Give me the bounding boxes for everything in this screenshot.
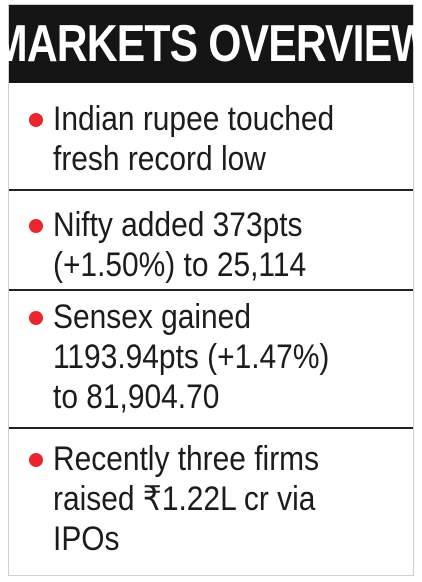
bullet-text: Nifty added 373pts (+1.50%) to 25,114 <box>53 206 307 284</box>
bullet-text: Recently three firms raised ₹1.22L cr vi… <box>53 440 320 558</box>
bullet-list: Indian rupee touched fresh record low Ni… <box>9 91 413 569</box>
header-bar: MARKETS OVERVIEW <box>0 5 422 83</box>
bullet-text: Sensex gained 1193.94pts (+1.47%) to 81,… <box>53 298 330 416</box>
red-bullet-icon <box>29 311 43 325</box>
red-bullet-icon <box>29 219 43 233</box>
bullet-item-nifty: Nifty added 373pts (+1.50%) to 25,114 <box>9 191 413 291</box>
markets-overview-card: MARKETS OVERVIEW Indian rupee touched fr… <box>0 4 422 576</box>
bullet-text: Indian rupee touched fresh record low <box>53 100 335 178</box>
bullet-item-rupee: Indian rupee touched fresh record low <box>9 91 413 191</box>
red-bullet-icon <box>29 453 43 467</box>
bullet-item-ipos: Recently three firms raised ₹1.22L cr vi… <box>9 429 413 569</box>
bullet-item-sensex: Sensex gained 1193.94pts (+1.47%) to 81,… <box>9 291 413 429</box>
red-bullet-icon <box>29 113 43 127</box>
header-title: MARKETS OVERVIEW <box>0 15 422 73</box>
